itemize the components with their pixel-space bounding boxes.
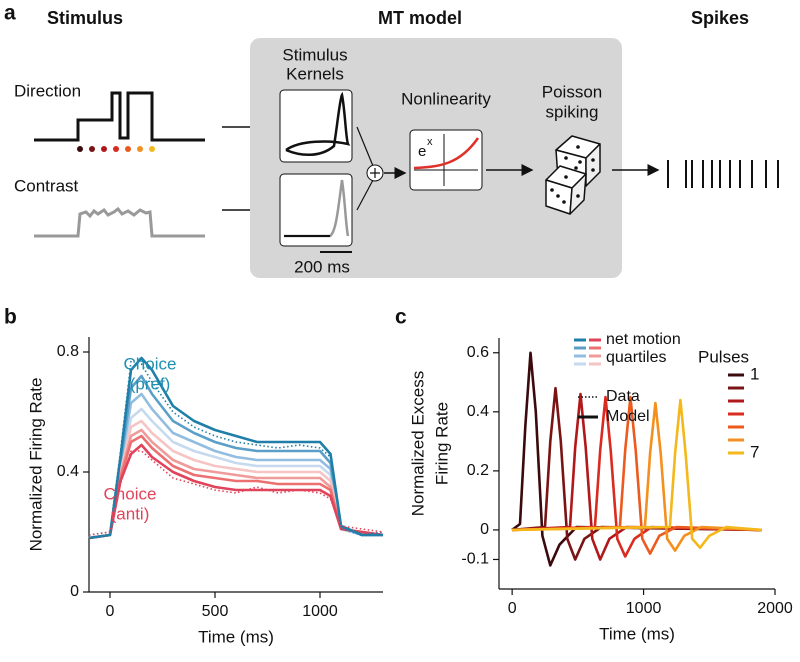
exp-base: e	[418, 143, 426, 160]
y-tick-label: -0.1	[461, 551, 489, 568]
y-axis-label: Normalized Firing Rate	[26, 378, 45, 552]
exp-power: x	[427, 136, 433, 148]
scale-label: 200 ms	[294, 257, 350, 276]
dice	[545, 135, 601, 215]
legend-label: 7	[750, 442, 759, 461]
legend-title: quartiles	[606, 349, 666, 366]
y-tick-label: 0.8	[57, 343, 79, 360]
series-line	[88, 360, 384, 536]
annotation: (pref)	[130, 374, 171, 393]
y-tick-label: 0	[480, 521, 489, 538]
series-line	[88, 450, 384, 536]
panel-label: c	[395, 306, 407, 329]
direction-trace	[34, 91, 205, 142]
panel-label: a	[4, 2, 16, 25]
x-tick-label: 1000	[302, 603, 338, 620]
series-line	[512, 398, 763, 549]
spiking-label: Poisson	[542, 82, 602, 101]
y-axis-label: Normalized Excess	[408, 371, 427, 517]
annotation: (anti)	[111, 504, 150, 523]
contrast-label: Contrast	[14, 176, 79, 195]
legend-title: Pulses	[698, 347, 749, 366]
x-tick-label: 0	[106, 603, 115, 620]
nonlinearity-label: Nonlinearity	[401, 89, 491, 108]
spikes-title: Spikes	[691, 8, 749, 28]
y-tick-label: 0.4	[467, 403, 489, 420]
pulse-dots	[77, 146, 155, 152]
series-line	[88, 434, 384, 540]
connector	[356, 126, 374, 167]
annotation: Choice	[104, 484, 157, 503]
model-title: MT model	[378, 8, 462, 28]
spiking-label: spiking	[546, 102, 599, 121]
y-tick-label: 0.4	[57, 463, 79, 480]
legend-label: Model	[606, 408, 650, 425]
direction-label: Direction	[14, 81, 81, 100]
annotation: Choice	[124, 354, 177, 373]
x-axis-label: Time (ms)	[198, 627, 274, 646]
exp-curve	[413, 137, 480, 170]
x-tick-label: 0	[508, 600, 517, 617]
y-tick-label: 0	[70, 583, 79, 600]
nonlinearity-box	[409, 129, 483, 191]
direction-kernel	[285, 91, 351, 156]
x-tick-label: 500	[202, 603, 229, 620]
x-axis-label: Time (ms)	[599, 624, 675, 643]
plus	[370, 168, 380, 178]
y-tick-label: 0.6	[467, 344, 489, 361]
connector	[356, 179, 374, 211]
panel-label: b	[4, 306, 17, 329]
y-tick-label: 0.2	[467, 462, 489, 479]
stimulus-title: Stimulus	[47, 8, 123, 28]
contrast-kernel	[284, 179, 350, 238]
y-axis-label: Firing Rate	[432, 402, 451, 485]
spike-train	[667, 160, 779, 188]
kernels-label: Stimulus	[282, 45, 347, 64]
legend-label: 1	[750, 364, 759, 383]
kernels-label: Kernels	[286, 64, 344, 83]
legend-label: Data	[606, 388, 640, 405]
contrast-trace	[34, 206, 205, 238]
legend-title: net motion	[606, 331, 681, 348]
x-tick-label: 2000	[757, 600, 793, 617]
x-tick-label: 1000	[626, 600, 662, 617]
